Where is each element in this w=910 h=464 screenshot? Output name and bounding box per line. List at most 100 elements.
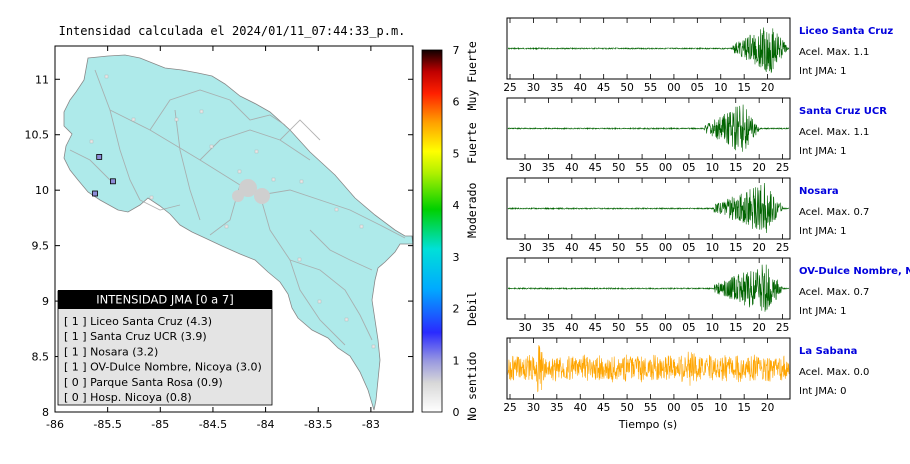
waveform-tick-label: 50 (612, 162, 625, 174)
waveform-tick-label: 30 (518, 162, 531, 174)
waveform-tick-label: 15 (729, 162, 742, 174)
waveform-tick-label: 30 (527, 402, 540, 414)
station-name: La Sabana (799, 346, 857, 357)
colorbar-tick-label: 1 (453, 354, 460, 367)
waveform-tick-label: 35 (542, 322, 555, 334)
waveform-panel: 30 35 40 45 50 55 00 05 10 15 20 25 Nosara Acel. Max.… (506, 177, 869, 254)
waveform-tick-label: 45 (597, 402, 610, 414)
map-legend: INTENSIDAD JMA [0 a 7] [ 1 ] Liceo Santa… (57, 290, 273, 406)
waveform-tick-label: 20 (761, 82, 774, 94)
waveform-tick-label: 05 (682, 242, 695, 254)
waveform-tick-label: 40 (574, 82, 587, 94)
costa-rica-landmass (63, 54, 413, 411)
station-marker (92, 190, 98, 197)
waveform-trace (507, 344, 790, 393)
waveform-tick-label: 40 (574, 402, 587, 414)
waveform-tick-label: 10 (706, 242, 719, 254)
waveform-tick-label: 10 (714, 82, 727, 94)
waveform-tick-label: 45 (589, 242, 602, 254)
colorbar-category-label: No sentido (465, 351, 479, 420)
map-y-tick-label: 10.5 (25, 129, 50, 142)
waveform-tick-label: 20 (752, 242, 765, 254)
station-name: OV-Dulce Nombre, Nicoya (799, 266, 910, 277)
waveform-tick-label: 45 (589, 322, 602, 334)
legend-item: [ 0 ] Parque Santa Rosa (0.9) (64, 376, 223, 389)
city-markers (89, 74, 376, 349)
waveform-tick-label: 10 (706, 162, 719, 174)
waveform-tick-label: 30 (518, 322, 531, 334)
waveform-tick-label: 35 (550, 82, 563, 94)
waveform-tick-label: 10 (714, 402, 727, 414)
waveform-tick-label: 25 (776, 322, 789, 334)
station-markers (92, 154, 116, 197)
waveform-tick-label: 20 (752, 162, 765, 174)
waveform-tick-label: 50 (612, 322, 625, 334)
waveform-tick-label: 00 (667, 402, 680, 414)
map-x-tick-label: -85.5 (93, 418, 121, 431)
waveform-tick-label: 20 (752, 322, 765, 334)
map-x-tick-label: -83.5 (304, 418, 332, 431)
waveform-tick-label: 05 (691, 402, 704, 414)
waveform-tick-label: 05 (682, 322, 695, 334)
colorbar-tick-label: 6 (453, 96, 460, 109)
waveform-trace (507, 264, 790, 312)
waveform-tick-label: 55 (635, 242, 648, 254)
waveform-tick-label: 20 (761, 402, 774, 414)
station-accel: Acel. Max. 0.0 (799, 367, 869, 378)
waveform-tick-label: 50 (620, 82, 633, 94)
legend-item: [ 1 ] OV-Dulce Nombre, Nicoya (3.0) (64, 361, 262, 374)
map-x-tick-label: -85 (151, 418, 169, 431)
waveform-tick-label: 55 (644, 402, 657, 414)
station-name: Nosara (799, 186, 839, 197)
waveform-tick-label: 00 (659, 322, 672, 334)
legend-header (58, 290, 272, 309)
waveform-panel: 25 30 35 40 45 50 55 00 05 10 15 20 Liceo Santa Cruz… (503, 17, 893, 94)
waveform-tick-label: 50 (620, 402, 633, 414)
map-y-tick-label: 9 (42, 295, 49, 308)
map-frame (54, 45, 414, 413)
map-y-tick-label: 8.5 (32, 351, 50, 364)
waveform-tick-label: 15 (737, 82, 750, 94)
map-x-tick-label: -83 (362, 418, 380, 431)
waveform-tick-label: 40 (565, 162, 578, 174)
colorbar-tick-label: 7 (453, 44, 460, 57)
legend-item: [ 1 ] Nosara (3.2) (64, 345, 158, 358)
legend-title: INTENSIDAD JMA [0 a 7] (96, 293, 233, 307)
waveform-tick-label: 25 (776, 242, 789, 254)
colorbar-category-label: Fuerte (465, 122, 479, 164)
legend-item: [ 0 ] Hosp. Nicoya (0.8) (64, 391, 192, 404)
waveform-panel: 30 35 40 45 50 55 00 05 10 15 20 25 Santa Cruz UCR Ac… (506, 97, 887, 174)
waveform-trace (508, 27, 790, 74)
station-accel: Acel. Max. 0.7 (799, 207, 869, 218)
station-jma: Int JMA: 1 (799, 306, 847, 317)
waveform-tick-label: 05 (691, 82, 704, 94)
colorbar-tick-label: 0 (453, 406, 460, 419)
station-jma: Int JMA: 0 (799, 386, 847, 397)
map-x-tick-label: -84 (257, 418, 275, 431)
waveform-tick-label: 40 (565, 242, 578, 254)
colorbar-category-label: Moderado (465, 183, 479, 238)
map-y-tick-label: 9.5 (32, 240, 50, 253)
waveform-tick-label: 35 (542, 162, 555, 174)
waveform-trace (507, 104, 790, 152)
colorbar-tick-label: 4 (453, 199, 460, 212)
waveform-tick-label: 45 (597, 82, 610, 94)
map-y-tick-label: 10 (35, 184, 49, 197)
colorbar-tick-label: 2 (453, 303, 460, 316)
waveform-tick-label: 10 (706, 322, 719, 334)
colorbar-category-label: Muy Fuerte (465, 41, 479, 110)
waveform-tick-label: 55 (644, 82, 657, 94)
waveform-tick-label: 55 (635, 162, 648, 174)
waveform-tick-label: 25 (503, 402, 516, 414)
waveform-trace (507, 182, 790, 234)
station-name: Santa Cruz UCR (799, 106, 887, 117)
waveform-tick-label: 25 (503, 82, 516, 94)
waveform-tick-label: 05 (682, 162, 695, 174)
colorbar: 0 1 2 3 4 5 6 7 No sentido Debil Moderado Fuerte Muy… (421, 41, 479, 421)
waveform-tick-label: 55 (635, 322, 648, 334)
station-jma: Int JMA: 1 (799, 66, 847, 77)
waveform-tick-label: 00 (667, 82, 680, 94)
map-x-tick-label: -86 (46, 418, 64, 431)
urban-center (232, 179, 270, 204)
